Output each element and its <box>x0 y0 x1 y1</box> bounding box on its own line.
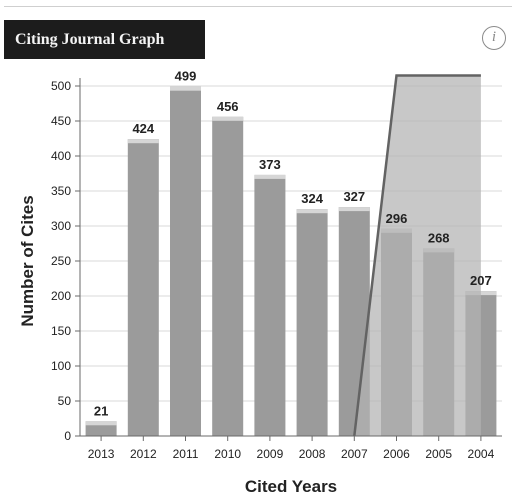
x-tick-label: 2010 <box>214 447 241 461</box>
bar-value-label: 327 <box>343 189 365 204</box>
widget-title: Citing Journal Graph <box>4 20 205 59</box>
bar-cap <box>170 86 201 91</box>
bar-cap <box>212 116 244 121</box>
bar-value-label: 373 <box>259 157 281 172</box>
bar-value-label: 324 <box>301 191 323 206</box>
cumulative-area <box>354 75 481 436</box>
y-axis-title: Number of Cites <box>18 195 37 326</box>
x-tick-label: 2005 <box>425 447 452 461</box>
x-tick-label: 2011 <box>173 447 199 461</box>
bar-value-label: 456 <box>217 99 239 114</box>
info-icon[interactable]: i <box>482 26 506 50</box>
bar-cap <box>85 421 117 426</box>
bar <box>212 116 244 437</box>
y-tick-label: 200 <box>51 289 71 303</box>
cumulative-line <box>353 74 481 437</box>
x-tick-label: 2013 <box>88 447 115 461</box>
bar-cap <box>296 209 328 214</box>
bar-value-label: 296 <box>386 211 408 226</box>
bar-value-label: 21 <box>94 403 108 418</box>
bar-value-label: 424 <box>132 121 154 136</box>
y-tick-label: 100 <box>51 359 71 373</box>
bar-cap <box>127 139 159 144</box>
y-tick-label: 450 <box>51 114 71 128</box>
x-tick-label: 2006 <box>383 447 410 461</box>
bar <box>254 174 286 436</box>
y-tick-label: 0 <box>64 429 71 443</box>
x-tick-label: 2012 <box>130 447 157 461</box>
widget-frame <box>4 6 512 494</box>
y-tick-label: 350 <box>51 184 71 198</box>
x-tick-label: 2009 <box>257 447 284 461</box>
x-tick-label: 2004 <box>468 447 495 461</box>
y-tick-label: 250 <box>51 254 71 268</box>
bar-value-label: 499 <box>175 69 197 84</box>
y-tick-label: 300 <box>51 219 71 233</box>
x-axis-title: Cited Years <box>245 477 337 496</box>
x-tick-label: 2008 <box>299 447 326 461</box>
y-tick-label: 50 <box>58 394 72 408</box>
y-tick-label: 400 <box>51 149 71 163</box>
bar-cap <box>254 174 286 179</box>
bar-cap <box>338 207 370 212</box>
x-tick-label: 2007 <box>341 447 368 461</box>
bar <box>170 86 201 436</box>
bar <box>127 139 159 436</box>
bar-value-label: 207 <box>470 273 492 288</box>
y-tick-label: 150 <box>51 324 71 338</box>
y-tick-label: 500 <box>51 79 71 93</box>
bar-value-label: 268 <box>428 230 450 245</box>
bar <box>296 209 328 436</box>
